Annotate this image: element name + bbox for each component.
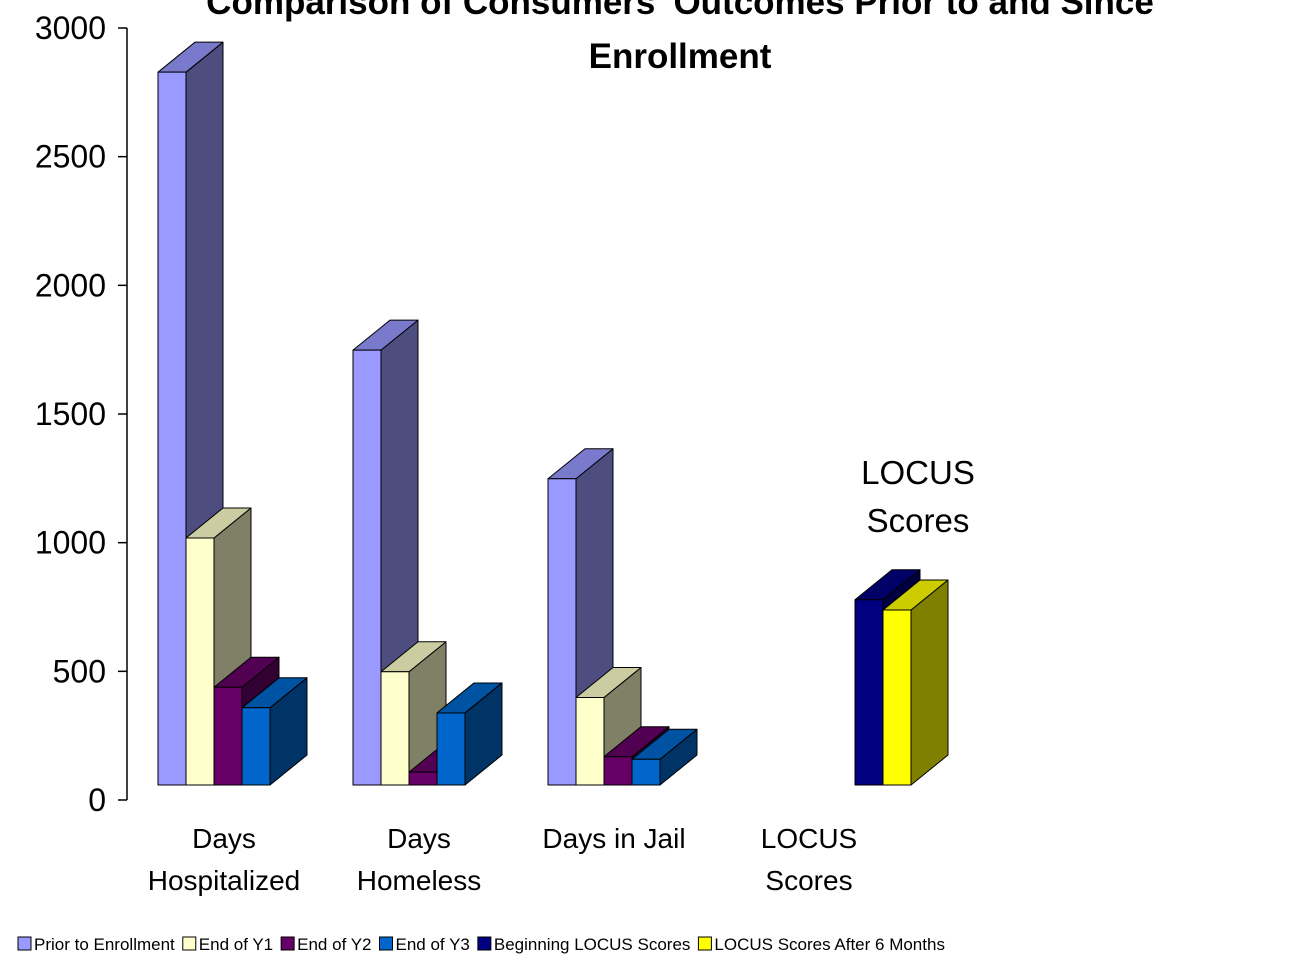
bar-front: [854, 599, 884, 786]
bar-front: [603, 756, 633, 786]
y-tick-label: 1500: [35, 396, 106, 432]
x-tick-label: Days in Jail: [542, 823, 685, 854]
bar: [631, 728, 698, 786]
bar-front: [575, 697, 605, 786]
bar-front: [547, 478, 577, 786]
bar-front: [185, 537, 215, 786]
bar-front: [380, 671, 410, 786]
x-tick-label: Days Homeless: [357, 823, 481, 896]
annotation: LOCUS Scores: [861, 454, 975, 539]
bar: [436, 682, 503, 786]
legend-swatch: [280, 936, 295, 951]
x-tick-label: Days Hospitalized: [148, 823, 301, 896]
bar-front: [408, 771, 438, 786]
y-tick-label: 2500: [35, 139, 106, 175]
legend-swatch: [477, 936, 492, 951]
y-tick-label: 500: [53, 653, 106, 689]
legend-swatch: [182, 936, 197, 951]
legend-label: Prior to Enrollment: [34, 935, 175, 954]
bar: [882, 579, 949, 786]
y-tick-label: 1000: [35, 525, 106, 561]
bar-front: [436, 712, 466, 786]
bar-front: [631, 758, 661, 786]
legend-swatch: [17, 936, 32, 951]
y-tick-label: 2000: [35, 267, 106, 303]
bar-front: [352, 349, 382, 786]
bar-front: [157, 71, 187, 786]
legend-label: End of Y2: [297, 935, 371, 954]
bar-front: [213, 686, 243, 786]
y-tick-label: 3000: [35, 10, 106, 46]
bar: [241, 677, 308, 786]
legend-label: LOCUS Scores After 6 Months: [714, 935, 945, 954]
legend-label: Beginning LOCUS Scores: [494, 935, 691, 954]
legend-label: End of Y1: [199, 935, 273, 954]
y-tick-label: 0: [88, 782, 106, 818]
bar-side: [910, 579, 949, 786]
legend-swatch: [379, 936, 393, 951]
chart-title: Comparison of Consumers' Outcomes Prior …: [206, 0, 1154, 76]
legend-swatch: [697, 936, 712, 951]
bar-front: [882, 609, 912, 786]
legend-label: End of Y3: [396, 935, 470, 954]
x-tick-label: LOCUS Scores: [761, 823, 857, 896]
bar-front: [241, 707, 271, 786]
